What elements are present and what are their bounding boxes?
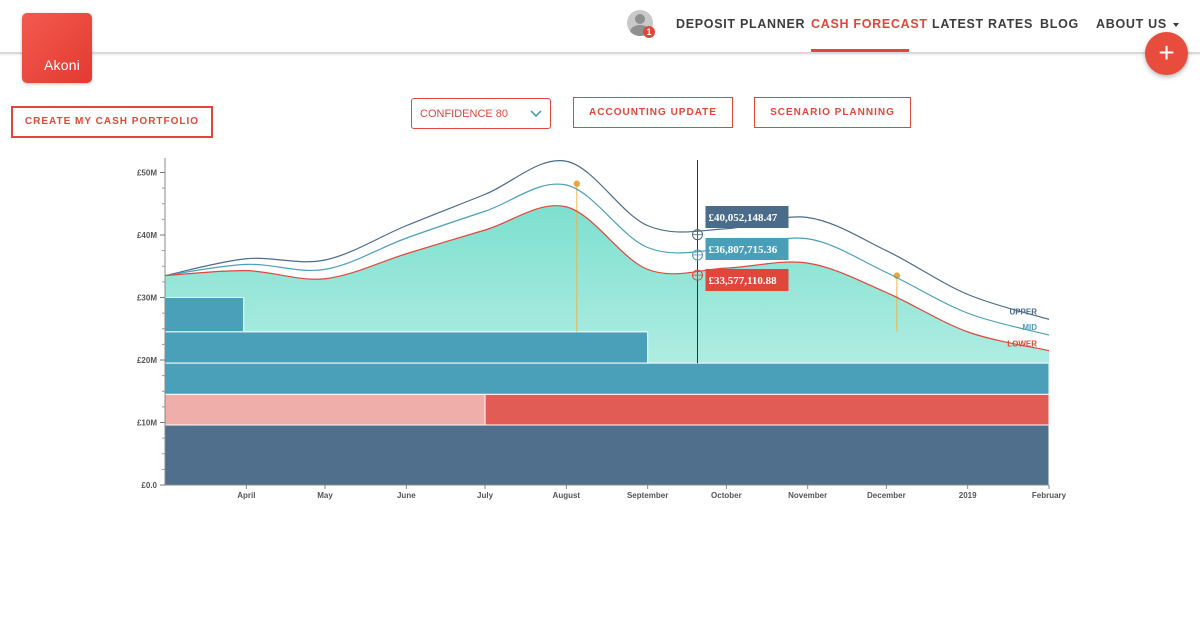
cash-forecast-chart[interactable]: £0.0 £10M £20M £30M £40M £50M April May June July… — [120, 150, 1080, 510]
confidence-select-value: CONFIDENCE 80 — [420, 108, 509, 120]
akoni-logo[interactable]: Akoni — [22, 13, 92, 83]
x-tick-label: December — [867, 491, 906, 500]
y-tick-label: £0.0 — [141, 481, 157, 490]
accounting-update-button[interactable]: ACCOUNTING UPDATE — [573, 97, 733, 128]
x-tick-label: November — [788, 491, 827, 500]
cursor-value-box-mid — [705, 238, 789, 260]
x-tick-label: April — [237, 491, 255, 500]
event-marker-dot-0[interactable] — [573, 180, 581, 187]
deposit-block-2[interactable] — [164, 362, 1050, 395]
series-line-mid — [164, 183, 1050, 336]
series-line-lower — [164, 205, 1050, 352]
deposit-block-5[interactable] — [164, 424, 1050, 486]
user-avatar-icon[interactable] — [627, 10, 653, 36]
top-navbar: 1 DEPOSIT PLANNER CASH FORECAST LATEST R… — [0, 0, 1200, 54]
confidence-select[interactable]: CONFIDENCE 80 — [411, 98, 551, 129]
cursor-value-box-lower — [705, 269, 789, 291]
nav-latest-rates[interactable]: LATEST RATES — [932, 17, 1033, 31]
x-tick-label: August — [553, 491, 581, 500]
y-tick-label: £50M — [137, 169, 157, 178]
y-tick-label: £30M — [137, 294, 157, 303]
y-tick-label: £10M — [137, 419, 157, 428]
deposit-block-4[interactable] — [484, 393, 1050, 426]
cursor-value-upper: £40,052,148.47 — [708, 212, 777, 224]
x-tick-label: October — [711, 491, 742, 500]
deposit-block-0[interactable] — [164, 297, 245, 333]
cursor-value-lower: £33,577,110.88 — [708, 275, 777, 287]
y-tick-label: £20M — [137, 356, 157, 365]
nav-cash-forecast[interactable]: CASH FORECAST — [811, 17, 928, 31]
nav-about-us-label: ABOUT US — [1096, 17, 1167, 31]
x-tick-label: July — [477, 491, 494, 500]
active-nav-underline — [811, 49, 909, 52]
legend-mid: MID — [1022, 323, 1037, 332]
create-cash-portfolio-button[interactable]: CREATE MY CASH PORTFOLIO — [11, 106, 213, 138]
deposit-block-1[interactable] — [164, 331, 649, 364]
x-tick-label: May — [317, 491, 333, 500]
caret-down-icon — [1172, 22, 1179, 27]
nav-blog[interactable]: BLOG — [1040, 17, 1079, 31]
x-tick-label: 2019 — [959, 491, 977, 500]
notification-badge: 1 — [643, 26, 655, 38]
deposit-block-3[interactable] — [164, 393, 486, 426]
cursor-value-box-upper — [705, 206, 789, 228]
add-fab-button[interactable]: + — [1145, 32, 1188, 75]
x-tick-label: February — [1032, 491, 1067, 500]
nav-about-us[interactable]: ABOUT US — [1096, 17, 1179, 31]
legend-upper: UPPER — [1009, 307, 1037, 316]
logo-text: Akoni — [44, 57, 81, 73]
nav-deposit-planner[interactable]: DEPOSIT PLANNER — [676, 17, 806, 31]
x-tick-label: June — [397, 491, 416, 500]
x-tick-label: September — [627, 491, 668, 500]
chevron-down-icon — [530, 110, 542, 118]
y-tick-label: £40M — [137, 231, 157, 240]
scenario-planning-button[interactable]: SCENARIO PLANNING — [754, 97, 911, 128]
series-line-upper — [164, 160, 1050, 320]
legend-lower: LOWER — [1007, 340, 1037, 349]
cursor-value-mid: £36,807,715.36 — [708, 244, 777, 256]
